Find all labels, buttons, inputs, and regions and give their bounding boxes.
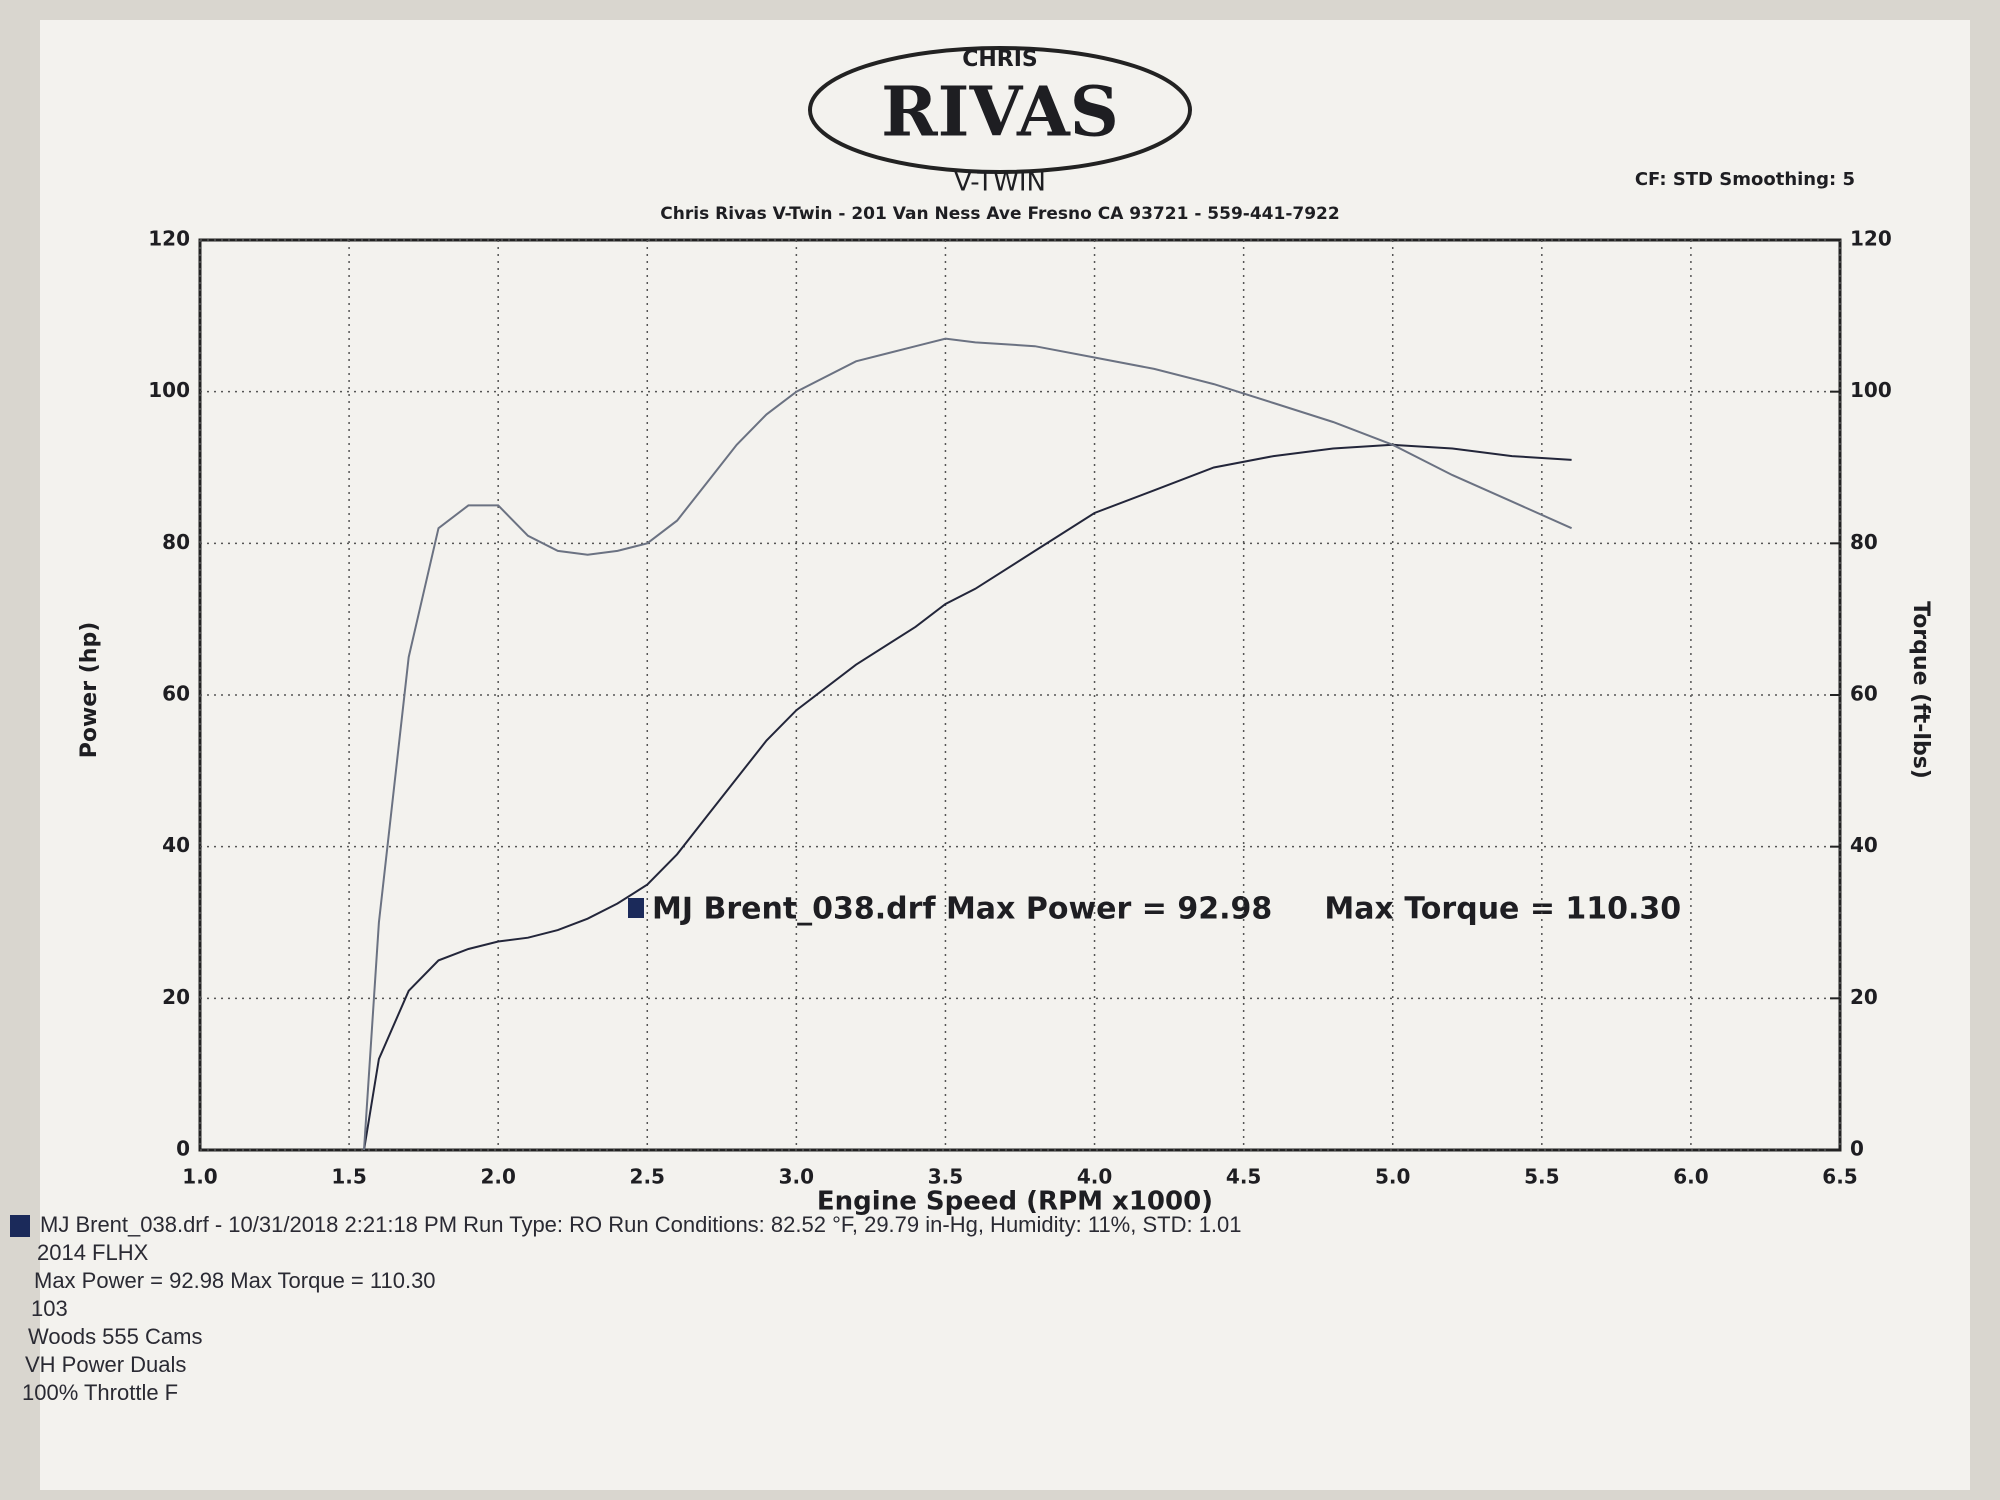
note-marker	[10, 1215, 30, 1237]
note-line: 2014 FLHX	[37, 1240, 149, 1265]
x-tick-label: 3.0	[779, 1165, 814, 1189]
x-tick-label: 5.5	[1524, 1165, 1559, 1189]
x-tick-label: 6.5	[1822, 1165, 1857, 1189]
annotation-marker	[628, 898, 644, 918]
y2-tick-label: 0	[1850, 1137, 1864, 1161]
note-line: Max Power = 92.98 Max Torque = 110.30	[34, 1268, 436, 1293]
y2-tick-label: 20	[1850, 985, 1878, 1009]
x-tick-label: 4.0	[1077, 1165, 1112, 1189]
note-line: Woods 555 Cams	[28, 1324, 202, 1349]
series-line	[363, 443, 1572, 1151]
annotation: MJ Brent_038.drf Max Power = 92.98 Max T…	[652, 892, 1681, 927]
x-tick-label: 1.5	[331, 1165, 366, 1189]
x-tick-label: 3.5	[928, 1165, 963, 1189]
series-line	[363, 337, 1573, 1151]
y-tick-label: 120	[148, 227, 190, 251]
y-axis-title: Power (hp)	[77, 622, 102, 759]
note-line: MJ Brent_038.drf - 10/31/2018 2:21:18 PM…	[40, 1212, 1242, 1237]
y-tick-label: 100	[148, 378, 190, 402]
notes: MJ Brent_038.drf - 10/31/2018 2:21:18 PM…	[22, 1212, 1242, 1405]
settings: CF: STD Smoothing: 5	[1635, 169, 1855, 190]
logo-main: RIVAS	[881, 73, 1119, 153]
x-tick-label: 6.0	[1673, 1165, 1708, 1189]
y-tick-label: 60	[162, 682, 190, 706]
y2-tick-label: 40	[1850, 833, 1878, 857]
y-tick-label: 80	[162, 530, 190, 554]
x-tick-label: 5.0	[1375, 1165, 1410, 1189]
x-tick-label: 4.5	[1226, 1165, 1261, 1189]
note-line: 100% Throttle F	[22, 1380, 178, 1405]
x-tick-label: 1.0	[182, 1165, 217, 1189]
y-tick-label: 20	[162, 985, 190, 1009]
logo-bottom: V-TWIN	[954, 168, 1046, 198]
x-tick-label: 2.0	[480, 1165, 515, 1189]
paper	[40, 20, 1970, 1490]
note-line: VH Power Duals	[25, 1352, 186, 1377]
y2-tick-label: 100	[1850, 378, 1892, 402]
chart-title: Chris Rivas V-Twin - 201 Van Ness Ave Fr…	[660, 204, 1339, 224]
y2-axis-title: Torque (ft-lbs)	[1908, 601, 1933, 779]
y2-tick-label: 80	[1850, 530, 1878, 554]
y2-tick-label: 120	[1850, 227, 1892, 251]
note-line: 103	[31, 1296, 68, 1321]
logo-frame	[808, 46, 1192, 174]
y2-tick-label: 60	[1850, 682, 1878, 706]
y-tick-label: 0	[176, 1137, 190, 1161]
x-axis-title: Engine Speed (RPM x1000)	[817, 1187, 1213, 1217]
x-tick-label: 2.5	[630, 1165, 665, 1189]
y-tick-label: 40	[162, 833, 190, 857]
logo-top: CHRIS	[962, 47, 1038, 72]
